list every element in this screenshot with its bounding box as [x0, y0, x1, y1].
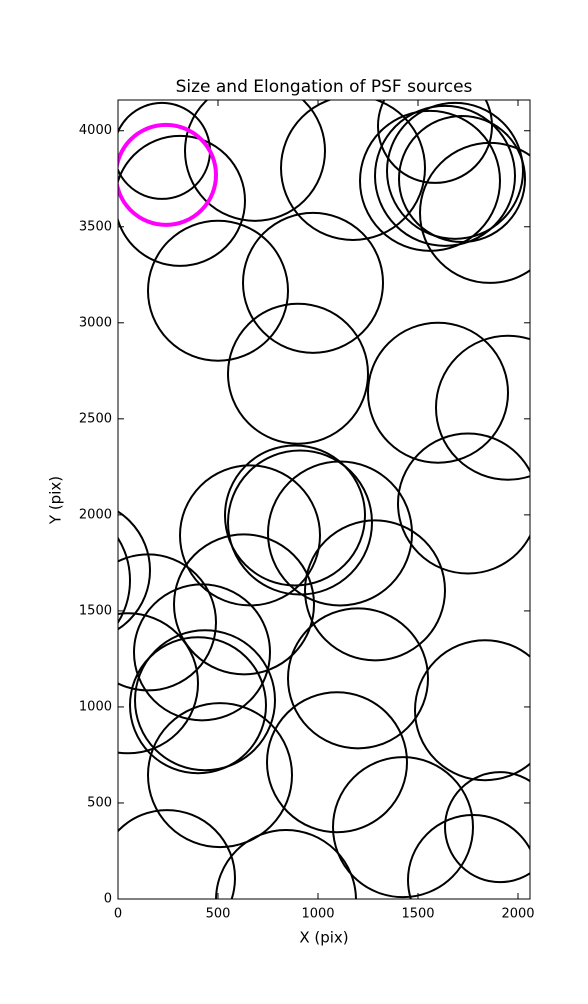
source-ellipse: [133, 583, 271, 722]
source-ellipse: [386, 101, 524, 240]
source-ellipse: [118, 134, 246, 267]
x-tick-label: 1500: [401, 907, 434, 922]
source-ellipse: [215, 828, 357, 899]
source-ellipse: [118, 122, 218, 227]
source-ellipse: [332, 756, 474, 899]
source-ellipse: [134, 629, 276, 772]
x-tick-label: 0: [114, 907, 122, 922]
source-ellipse: [173, 533, 315, 676]
source-ellipse: [224, 444, 366, 587]
source-ellipse: [118, 553, 217, 692]
source-ellipse: [367, 321, 509, 464]
y-tick-label: 2500: [79, 411, 112, 426]
x-tick-label: 1000: [301, 907, 334, 922]
x-axis-label: X (pix): [299, 929, 348, 947]
source-ellipse: [118, 510, 151, 631]
source-ellipse: [407, 814, 530, 899]
chart-title: Size and Elongation of PSF sources: [176, 77, 473, 97]
axes-frame: [117, 99, 531, 900]
y-tick-label: 0: [104, 892, 112, 907]
y-axis-label: Y (pix): [47, 476, 65, 525]
source-ellipse: [129, 636, 267, 775]
source-ellipse: [242, 211, 384, 354]
y-tick-label: 4000: [79, 123, 112, 138]
y-tick-label: 2000: [79, 507, 112, 522]
y-tick-label: 1000: [79, 699, 112, 714]
source-ellipse: [414, 639, 530, 782]
source-ellipse: [147, 219, 289, 362]
source-ellipse: [118, 536, 131, 625]
source-ellipse: [227, 302, 369, 445]
source-ellipse: [118, 809, 236, 899]
source-ellipse: [377, 100, 493, 184]
y-tick-label: 1500: [79, 603, 112, 618]
source-ellipse: [287, 607, 429, 750]
source-ellipse: [147, 702, 293, 849]
source-ellipse: [266, 691, 408, 834]
source-ellipse: [435, 334, 530, 481]
y-tick-label: 500: [87, 795, 112, 810]
y-tick-label: 3000: [79, 315, 112, 330]
source-ellipse: [118, 612, 199, 755]
source-ellipse: [184, 100, 326, 222]
source-ellipse: [444, 771, 530, 884]
source-ellipse: [304, 519, 446, 662]
source-ellipse: [398, 114, 526, 243]
source-ellipse: [374, 104, 516, 247]
source-ellipse: [419, 141, 530, 284]
source-ellipse: [280, 100, 426, 241]
source-ellipse: [267, 460, 413, 607]
x-tick-label: 2000: [501, 907, 534, 922]
x-tick-label: 500: [206, 907, 231, 922]
y-tick-label: 3500: [79, 219, 112, 234]
source-ellipse: [397, 432, 530, 575]
plot-area: [118, 100, 530, 899]
